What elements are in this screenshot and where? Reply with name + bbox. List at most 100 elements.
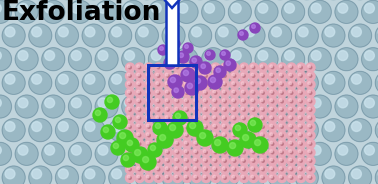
Circle shape — [233, 134, 236, 137]
Circle shape — [204, 83, 208, 86]
Circle shape — [137, 99, 139, 102]
Circle shape — [0, 0, 11, 23]
Circle shape — [151, 98, 161, 108]
Circle shape — [175, 158, 178, 161]
Circle shape — [42, 95, 65, 118]
Circle shape — [175, 133, 178, 135]
Circle shape — [254, 139, 261, 146]
Circle shape — [144, 123, 153, 132]
Circle shape — [268, 139, 277, 148]
Circle shape — [375, 166, 378, 184]
Circle shape — [194, 116, 197, 118]
Circle shape — [271, 66, 274, 69]
Circle shape — [15, 95, 38, 118]
Circle shape — [251, 158, 254, 161]
Circle shape — [175, 142, 198, 165]
Circle shape — [214, 75, 217, 77]
Circle shape — [213, 133, 215, 135]
Circle shape — [195, 109, 198, 111]
Circle shape — [192, 89, 201, 98]
Circle shape — [220, 80, 229, 89]
Circle shape — [290, 177, 293, 179]
Circle shape — [262, 168, 264, 171]
Circle shape — [306, 131, 315, 140]
Circle shape — [125, 148, 135, 157]
Circle shape — [144, 148, 153, 157]
Circle shape — [137, 158, 139, 161]
Circle shape — [173, 72, 182, 81]
Circle shape — [170, 77, 175, 83]
Circle shape — [306, 123, 315, 132]
Circle shape — [213, 99, 215, 102]
Circle shape — [127, 150, 130, 153]
Circle shape — [298, 74, 308, 84]
Circle shape — [230, 89, 239, 98]
Circle shape — [249, 80, 258, 89]
Circle shape — [230, 174, 239, 183]
Circle shape — [137, 116, 139, 118]
Circle shape — [242, 166, 265, 184]
Circle shape — [204, 160, 208, 162]
Circle shape — [222, 107, 225, 110]
Circle shape — [195, 177, 198, 179]
Circle shape — [255, 48, 278, 71]
Circle shape — [249, 165, 258, 174]
Circle shape — [251, 175, 254, 178]
Circle shape — [262, 109, 264, 111]
Circle shape — [178, 3, 188, 13]
Circle shape — [137, 150, 139, 153]
Circle shape — [157, 66, 160, 69]
Circle shape — [173, 165, 182, 174]
Circle shape — [45, 3, 54, 13]
Circle shape — [255, 0, 278, 23]
Circle shape — [195, 100, 198, 103]
Circle shape — [148, 151, 150, 154]
Circle shape — [277, 63, 287, 72]
Circle shape — [222, 175, 225, 178]
Circle shape — [203, 175, 206, 178]
Circle shape — [125, 3, 135, 13]
Circle shape — [224, 134, 226, 137]
Circle shape — [194, 175, 197, 178]
Circle shape — [146, 175, 149, 178]
Circle shape — [289, 150, 291, 153]
Circle shape — [211, 165, 220, 174]
Circle shape — [279, 150, 282, 153]
Circle shape — [146, 158, 149, 161]
Circle shape — [277, 97, 287, 106]
Circle shape — [271, 177, 274, 179]
Circle shape — [148, 109, 150, 111]
Circle shape — [201, 114, 211, 123]
Circle shape — [232, 99, 234, 102]
Circle shape — [259, 105, 268, 114]
Circle shape — [270, 150, 273, 153]
Circle shape — [260, 107, 263, 110]
Circle shape — [232, 116, 234, 118]
Circle shape — [157, 168, 160, 171]
Circle shape — [252, 151, 255, 154]
Circle shape — [135, 89, 144, 98]
Circle shape — [175, 113, 181, 118]
Circle shape — [271, 75, 274, 77]
Circle shape — [160, 135, 166, 141]
Circle shape — [224, 177, 226, 179]
Circle shape — [282, 142, 305, 165]
Circle shape — [115, 117, 121, 123]
Circle shape — [184, 133, 187, 135]
Circle shape — [203, 167, 206, 169]
Circle shape — [151, 145, 161, 155]
Circle shape — [2, 166, 25, 184]
Circle shape — [143, 157, 149, 163]
Circle shape — [135, 123, 144, 132]
Circle shape — [298, 141, 301, 144]
Circle shape — [224, 109, 226, 111]
Circle shape — [287, 174, 296, 183]
Circle shape — [186, 83, 188, 86]
Circle shape — [259, 80, 268, 89]
Circle shape — [295, 166, 318, 184]
Circle shape — [201, 97, 211, 106]
Circle shape — [300, 126, 302, 128]
Circle shape — [204, 143, 208, 145]
Circle shape — [125, 138, 139, 152]
Circle shape — [308, 65, 310, 68]
